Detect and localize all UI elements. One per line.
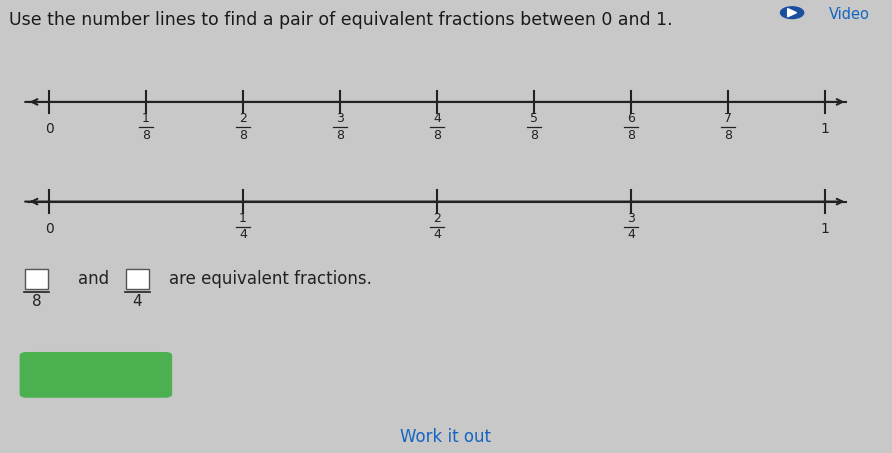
Text: 4: 4 — [434, 112, 441, 125]
Text: Submit: Submit — [62, 366, 129, 384]
FancyBboxPatch shape — [20, 352, 172, 398]
Text: Video: Video — [829, 7, 870, 22]
Text: 8: 8 — [434, 129, 441, 142]
Text: Use the number lines to find a pair of equivalent fractions between 0 and 1.: Use the number lines to find a pair of e… — [9, 11, 673, 29]
Text: 6: 6 — [627, 112, 635, 125]
Text: 1: 1 — [142, 112, 150, 125]
Text: 8: 8 — [239, 129, 247, 142]
Text: 0: 0 — [45, 122, 54, 136]
Text: 2: 2 — [239, 112, 247, 125]
Circle shape — [780, 7, 804, 19]
Text: 8: 8 — [724, 129, 732, 142]
Text: 8: 8 — [530, 129, 538, 142]
Text: 8: 8 — [32, 294, 41, 309]
Text: 1: 1 — [821, 222, 830, 236]
Text: and: and — [78, 270, 110, 288]
Text: 1: 1 — [821, 122, 830, 136]
Polygon shape — [788, 9, 797, 17]
FancyBboxPatch shape — [126, 269, 149, 289]
Text: 4: 4 — [239, 228, 247, 241]
Text: 5: 5 — [530, 112, 538, 125]
FancyBboxPatch shape — [25, 269, 48, 289]
Text: 4: 4 — [627, 228, 635, 241]
Text: 8: 8 — [142, 129, 150, 142]
Text: 8: 8 — [627, 129, 635, 142]
Text: 4: 4 — [133, 294, 142, 309]
Text: 3: 3 — [627, 212, 635, 225]
Text: 0: 0 — [45, 222, 54, 236]
Text: 2: 2 — [434, 212, 441, 225]
Text: 7: 7 — [724, 112, 732, 125]
Text: 3: 3 — [336, 112, 344, 125]
Text: 4: 4 — [434, 228, 441, 241]
Text: 8: 8 — [336, 129, 344, 142]
Text: are equivalent fractions.: are equivalent fractions. — [169, 270, 372, 288]
Text: Work it out: Work it out — [401, 428, 491, 446]
Text: 1: 1 — [239, 212, 247, 225]
